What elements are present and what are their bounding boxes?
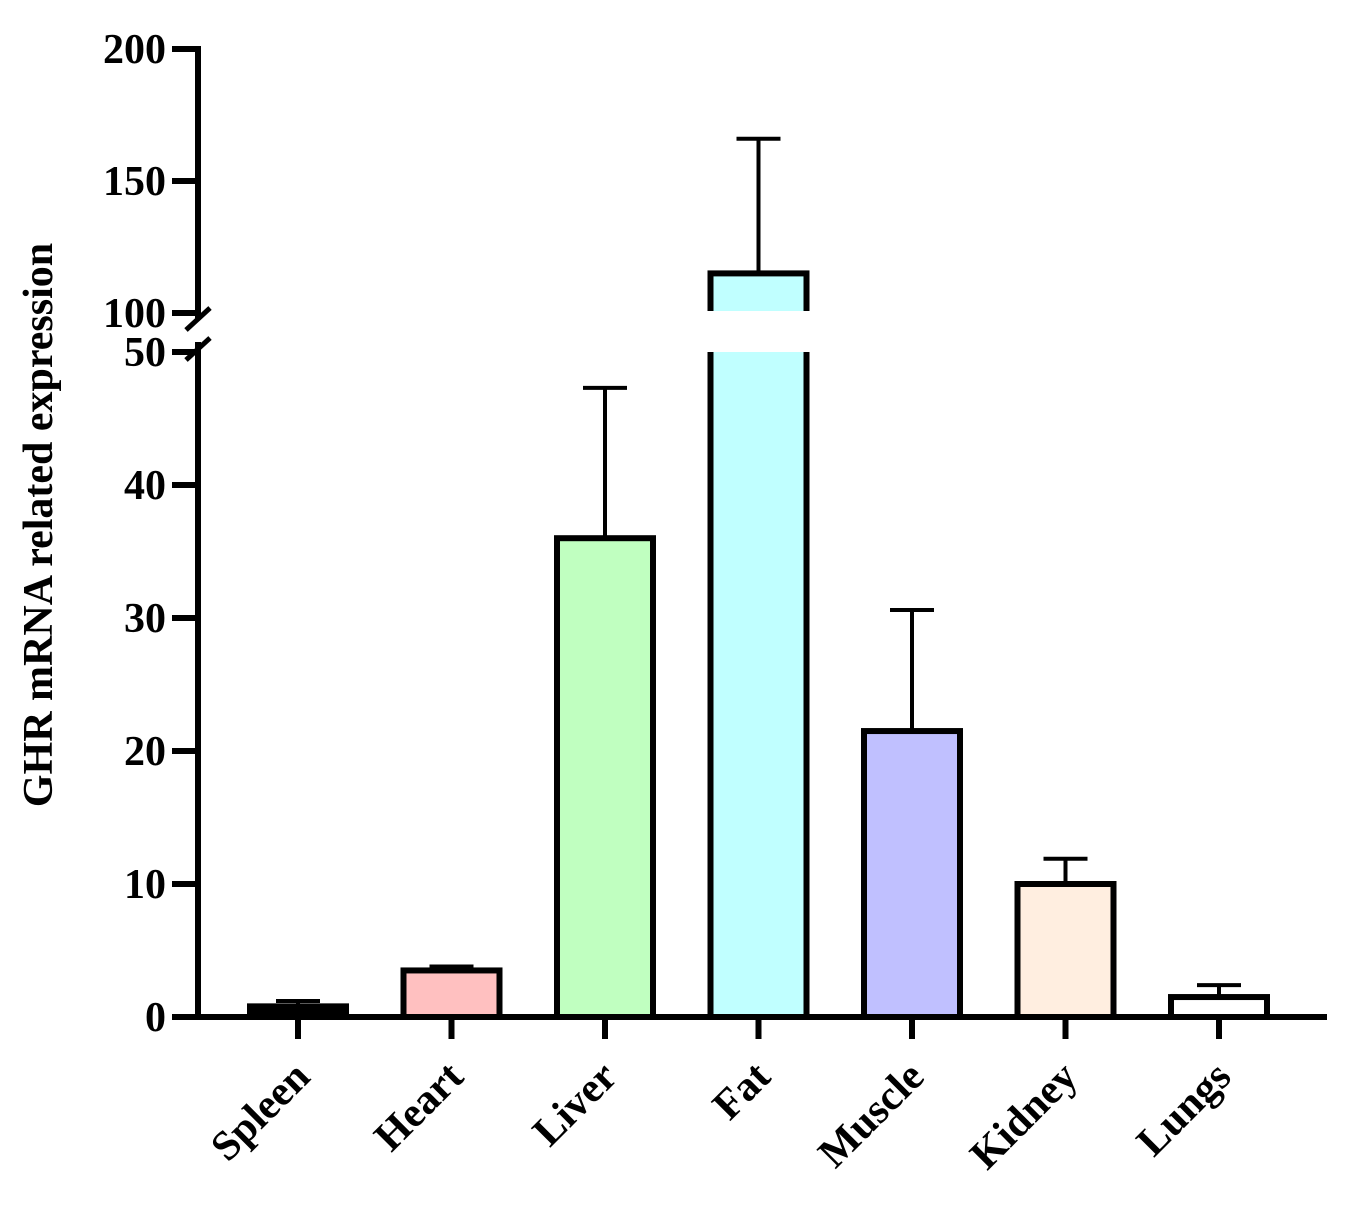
y-axis-title: GHR mRNA related expression (16, 243, 62, 807)
y-tick-label: 30 (124, 596, 166, 642)
y-tick-label: 100 (103, 291, 166, 337)
bar-liver (554, 535, 656, 1020)
category-label: Spleen (202, 1054, 319, 1171)
bar-heart (400, 967, 503, 1021)
axis-break-mark-upper (184, 306, 212, 332)
y-tick-label: 50 (124, 330, 166, 376)
category-label: Lungs (1128, 1054, 1240, 1166)
category-label: Fat (704, 1054, 779, 1129)
category-label: Muscle (810, 1054, 933, 1177)
category-label: Heart (366, 1054, 473, 1161)
bar-muscle (861, 728, 963, 1020)
y-tick-label: 150 (103, 159, 166, 205)
y-tick-label: 10 (124, 862, 166, 908)
category-label: Liver (524, 1054, 626, 1156)
bar-spleen (247, 1003, 349, 1020)
bar-lungs (1168, 994, 1270, 1020)
bars (247, 136, 1270, 1021)
y-tick-label: 40 (124, 463, 166, 509)
y-tick-label: 20 (124, 729, 166, 775)
bar-kidney (1014, 881, 1117, 1020)
bar-fat (707, 270, 810, 1020)
y-tick-label: 200 (103, 27, 166, 73)
bar-break-gap (704, 311, 813, 352)
y-axis-title-group: GHR mRNA related expression (16, 243, 62, 807)
category-label: Kidney (962, 1054, 1087, 1179)
category-labels: Spleen Heart Liver Fat Muscle Kidney Lungs (202, 1017, 1240, 1178)
y-tick-label: 0 (145, 995, 166, 1041)
